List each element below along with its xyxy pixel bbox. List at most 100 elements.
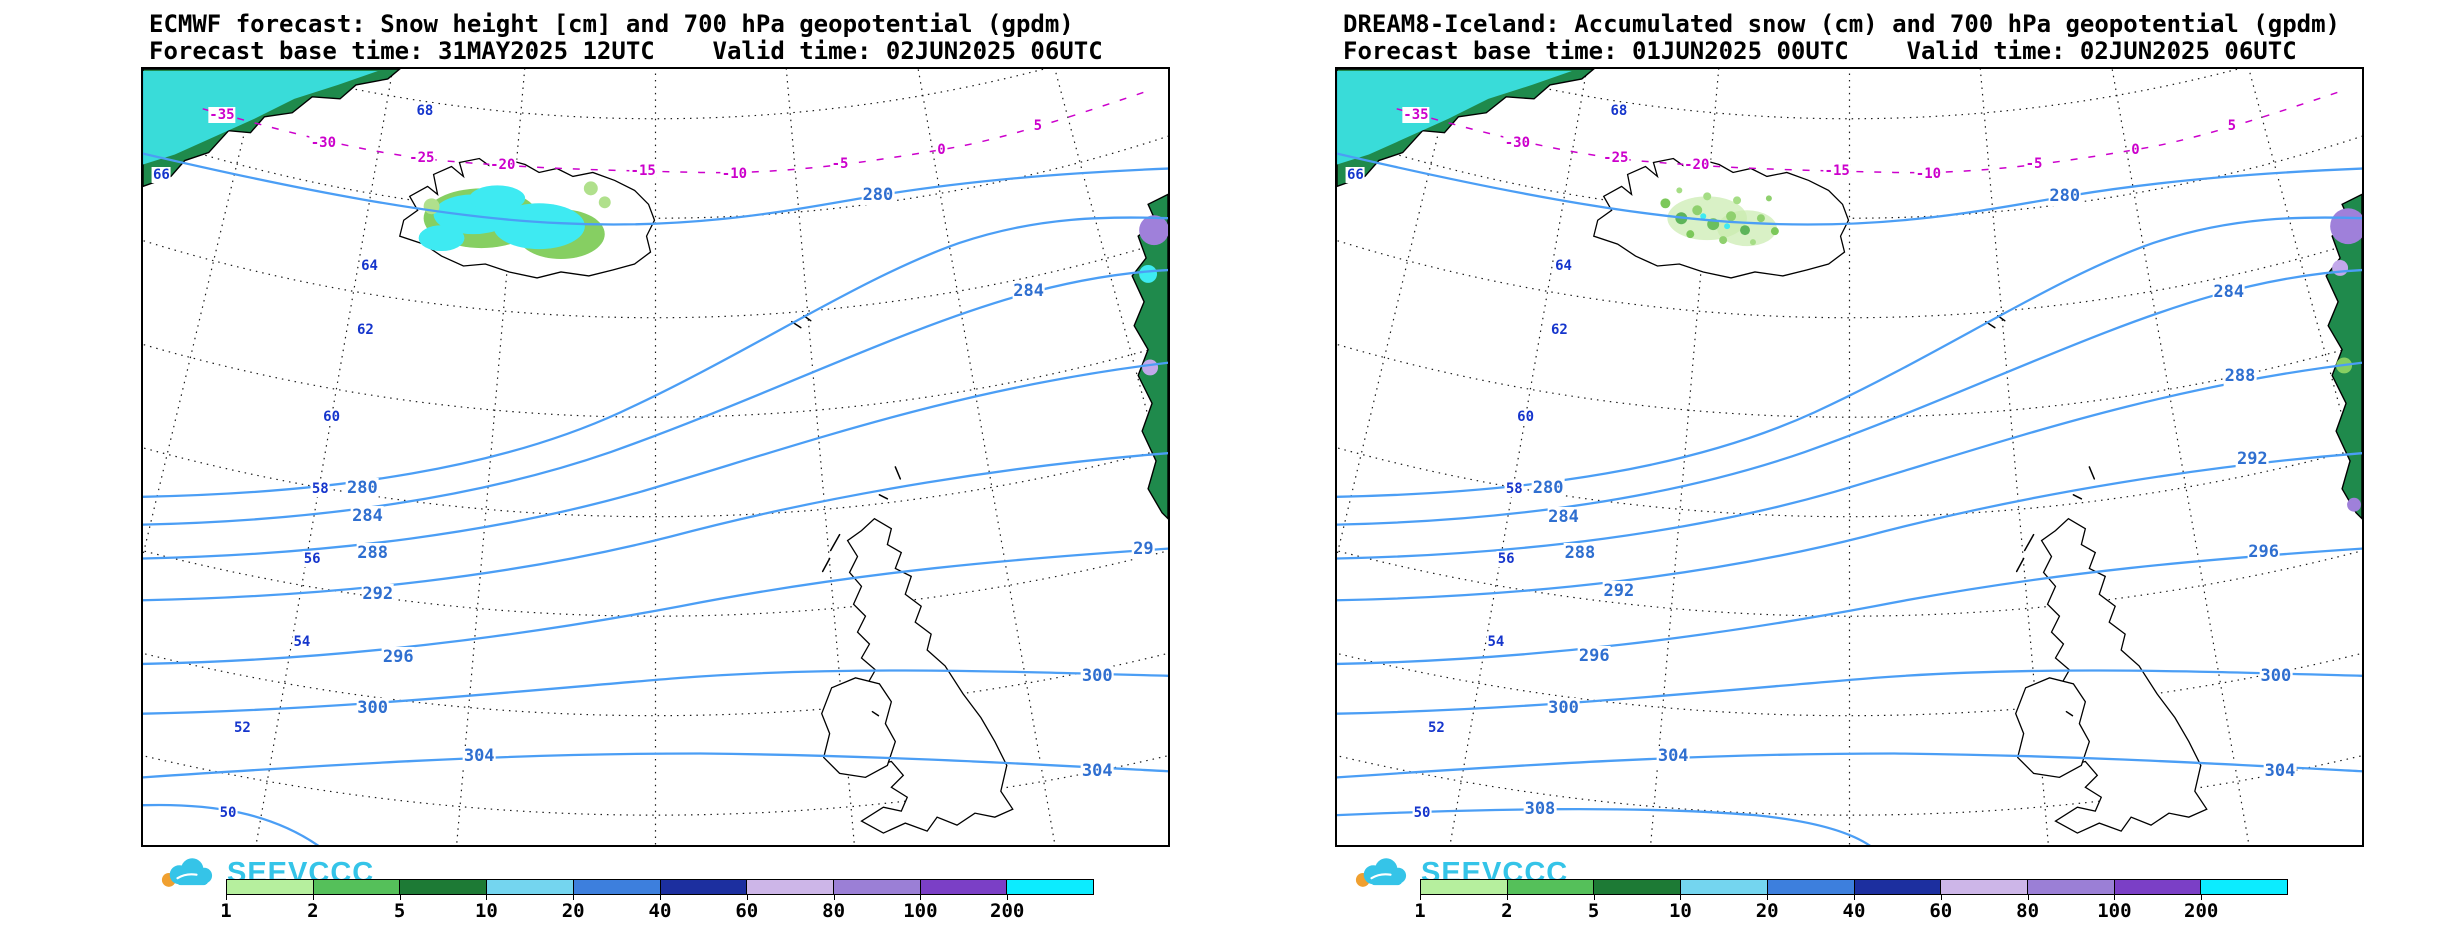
latitude-label: 54 [1486, 633, 1506, 650]
legend-tick-mark [1506, 895, 1508, 900]
temperature-label: 5 [1032, 117, 1044, 134]
temperature-label: -35 [208, 106, 236, 123]
geopotential-label: 288 [1563, 543, 1597, 564]
temperature-label: 5 [2226, 117, 2238, 134]
latitude-label: 64 [1554, 258, 1573, 275]
map-svg [143, 69, 1168, 845]
latitude-label: 54 [292, 633, 312, 650]
latitude-label: 56 [1496, 550, 1516, 567]
legend-color-cell [659, 880, 747, 894]
geopotential-label: 304 [2263, 760, 2297, 781]
snow-depth-legend: 1 2 5 10 20 40 60 80 100 200 [1414, 879, 2288, 922]
legend-tick-mark [1593, 895, 1595, 900]
temperature-label: -30 [1503, 134, 1532, 151]
legend-tick-label: 60 [735, 900, 759, 922]
geopotential-label: 29 [1132, 539, 1155, 560]
panel-title-line1: ECMWF forecast: Snow height [cm] and 700… [149, 10, 1074, 38]
temperature-label: -5 [830, 156, 850, 173]
legend-tick-mark [1420, 895, 1421, 900]
legend-tick-label: 80 [822, 900, 846, 922]
latitude-label: 60 [322, 409, 342, 426]
legend-tick-label: 5 [1587, 900, 1600, 922]
temperature-label: -15 [1823, 162, 1851, 179]
latitude-label: 58 [310, 480, 330, 497]
legend-tick-label: 40 [648, 900, 672, 922]
latitude-label: 62 [355, 321, 375, 338]
geopotential-label: 300 [1080, 665, 1114, 686]
legend-tick-mark [226, 895, 227, 900]
legend-tick-mark [2027, 895, 2029, 900]
geopotential-label: 296 [1577, 646, 1611, 667]
legend-tick-mark [1767, 895, 1769, 900]
geopotential-label: 280 [2048, 186, 2082, 207]
legend-tick-label: 40 [1842, 900, 1866, 922]
legend-tick-mark [1940, 895, 1942, 900]
legend-tick-label: 2 [1501, 900, 1513, 922]
legend-tick-mark [2114, 895, 2116, 900]
temperature-label: -25 [1602, 150, 1630, 167]
geopotential-label: 284 [1547, 506, 1580, 527]
latitude-label: 50 [1412, 805, 1432, 822]
map-canvas-dream8: 280 284 288 292 296 300 304 280 284 288 292 296 300 3… [1335, 67, 2364, 847]
geopotential-label: 308 [1523, 799, 1557, 820]
latitude-label: 66 [1346, 166, 1365, 183]
legend-tick-mark [1007, 895, 1009, 900]
legend-color-cell [1853, 880, 1941, 894]
latitude-label: 64 [360, 258, 379, 275]
legend-tick-label: 100 [2097, 900, 2132, 922]
legend-color-cell [1940, 880, 2027, 894]
temperature-label: -20 [1683, 157, 1711, 174]
temperature-label: -5 [2024, 156, 2044, 173]
geopotential-label: 300 [1547, 698, 1580, 719]
geopotential-extra-line [143, 803, 320, 845]
legend-tick-mark [1854, 895, 1855, 900]
temperature-labels: -35 -30 -25 -20 -15 -10 -5 0 5 [143, 69, 1168, 845]
legend-color-cell [2026, 880, 2114, 894]
legend-color-cell [227, 880, 313, 894]
legend-tick-label: 20 [1755, 900, 1779, 922]
legend-tick-label: 1 [220, 900, 232, 922]
panel-title-line2: Forecast base time: 31MAY2025 12UTC Vali… [149, 37, 1103, 65]
legend-tick-mark [746, 895, 748, 900]
geopotential-labels: 280 284 280 284 288 292 296 300 304 29 300 304 [143, 69, 1168, 845]
legend-colorbar [1420, 879, 2288, 895]
legend-tick-label: 5 [393, 900, 406, 922]
legend-color-cell [2200, 880, 2288, 894]
legend-tick-label: 20 [561, 900, 585, 922]
legend-tick-label: 1 [1414, 900, 1426, 922]
geopotential-label: 300 [356, 698, 389, 719]
legend-color-cell [2113, 880, 2201, 894]
seevccc-cloud-icon [161, 858, 213, 887]
legend-tick-label: 60 [1929, 900, 1953, 922]
legend-color-cell [832, 880, 920, 894]
legend-tick-label: 100 [903, 900, 938, 922]
legend-tick-mark [660, 895, 661, 900]
snow-depth-legend: 1 2 5 10 20 40 60 80 100 200 [220, 879, 1094, 922]
forecast-panel-ecmwf: ECMWF forecast: Snow height [cm] and 700… [141, 10, 1170, 922]
geopotential-label: 296 [2247, 542, 2280, 563]
geopotential-label: 300 [2259, 665, 2293, 686]
temperature-label: -10 [1914, 165, 1943, 182]
legend-color-cell [486, 880, 573, 894]
legend-tick-label: 200 [990, 900, 1025, 922]
map-svg [1337, 69, 2362, 845]
geopotential-label: 296 [381, 647, 415, 668]
latitude-label: 66 [152, 166, 171, 183]
legend-tick-label: 200 [2184, 900, 2219, 922]
geopotential-308-line [1337, 807, 1871, 845]
latitude-labels: 68 66 64 62 60 58 56 54 52 50 [143, 69, 1168, 845]
legend-color-cell [1006, 880, 1094, 894]
map-canvas-ecmwf: 280 284 280 284 288 292 296 300 304 29 300 304 -35-… [141, 67, 1170, 847]
legend-color-cell [1421, 880, 1507, 894]
latitude-label: 52 [232, 719, 252, 736]
latitude-label: 68 [1609, 102, 1629, 119]
legend-tick-label: 80 [2016, 900, 2040, 922]
legend-tick-mark [573, 895, 575, 900]
latitude-label: 62 [1549, 321, 1569, 338]
geopotential-label: 292 [1602, 581, 1636, 602]
seevccc-cloud-icon [1355, 858, 1407, 887]
legend-color-cell [399, 880, 487, 894]
geopotential-labels: 280 284 288 292 296 300 304 280 284 288 292 296 300 3… [1337, 69, 2362, 845]
legend-color-cell [1766, 880, 1854, 894]
legend-color-cell [312, 880, 400, 894]
